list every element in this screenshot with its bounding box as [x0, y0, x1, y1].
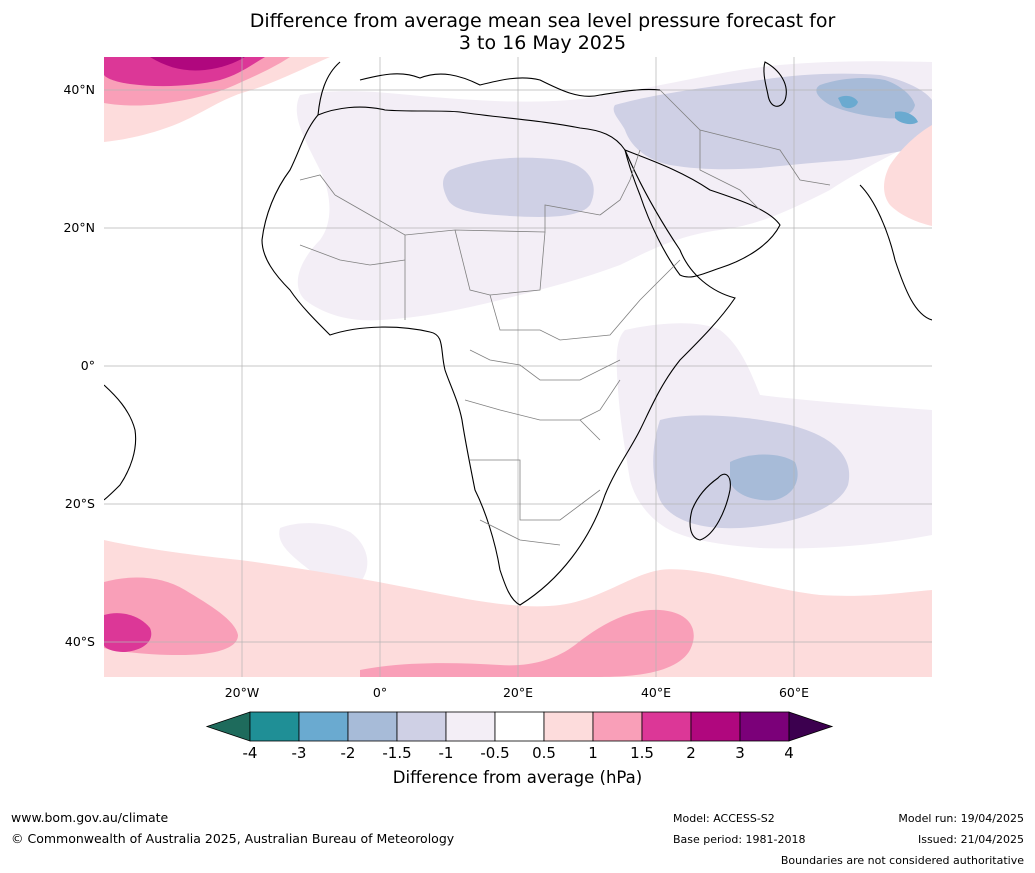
title-line-2: 3 to 16 May 2025: [458, 32, 627, 54]
europe-coastline: [317, 61, 661, 116]
arabia-coastline: [624, 149, 781, 278]
colorbar-tick-label: -1.5: [382, 744, 412, 762]
lon-label-40e: 40°E: [640, 685, 672, 700]
anomaly-south-atlantic-neg0p5: [279, 523, 368, 586]
anomaly-north-atlantic-2: [150, 57, 245, 71]
anomaly-iran-neg1p5: [816, 77, 915, 119]
map-title: Difference from average mean sea level p…: [0, 10, 1035, 54]
footer-model-run: Model run: 19/04/2025: [898, 812, 1024, 825]
anomaly-madagascar-neg1p5: [730, 454, 798, 501]
africa-coastline: [261, 106, 736, 606]
colorbar-swatch: [592, 711, 643, 742]
colorbar-extend-high: [788, 711, 834, 742]
country-borders: [299, 89, 831, 546]
colorbar-swatch: [249, 711, 300, 742]
anomaly-southern-ocean-1-east: [360, 609, 694, 677]
anomaly-sahara-neg1: [443, 157, 594, 217]
colorbar-tick-label: 3: [735, 744, 745, 762]
colorbar-tick-label: -1: [438, 744, 454, 762]
lat-label-20s: 20°S: [64, 496, 95, 511]
colorbar-tick-label: 0.5: [532, 744, 556, 762]
colorbar-tick-label: -4: [242, 744, 258, 762]
colorbar-tick-label: 1.5: [630, 744, 654, 762]
footer-model: Model: ACCESS-S2: [673, 812, 775, 825]
footer-issued: Issued: 21/04/2025: [917, 833, 1024, 846]
colorbar-extend-low: [205, 711, 251, 742]
lon-label-60e: 60°E: [778, 685, 810, 700]
footer-copyright: © Commonwealth of Australia 2025, Austra…: [11, 831, 455, 846]
graticule: [104, 57, 932, 677]
colorbar-swatch: [494, 711, 545, 742]
lat-label-20n: 20°N: [63, 220, 95, 235]
lon-label-0: 0°: [372, 685, 388, 700]
lat-label-40n: 40°N: [63, 82, 95, 97]
colorbar-tick-label: 2: [686, 744, 696, 762]
lon-label-20e: 20°E: [502, 685, 534, 700]
lon-label-20w: 20°W: [224, 685, 260, 700]
colorbar-swatch: [445, 711, 496, 742]
colorbar-tick-label: 4: [784, 744, 794, 762]
title-line-1: Difference from average mean sea level p…: [249, 10, 836, 32]
madagascar-coastline: [689, 473, 731, 541]
colorbar-swatch: [396, 711, 447, 742]
colorbar-tick-label: -2: [340, 744, 356, 762]
footer-url: www.bom.gov.au/climate: [11, 810, 169, 825]
lat-label-0: 0°: [80, 358, 95, 373]
colorbar-swatch: [690, 711, 741, 742]
footer-disclaimer: Boundaries are not considered authoritat…: [780, 854, 1024, 867]
colorbar-swatch: [543, 711, 594, 742]
anomaly-india-0p5: [884, 125, 932, 226]
colorbar-tick-label: 1: [588, 744, 598, 762]
caspian-coastline: [763, 61, 787, 107]
coastlines: [104, 61, 932, 606]
colorbar-tick-label: -0.5: [480, 744, 510, 762]
footer-base-period: Base period: 1981-2018: [673, 833, 806, 846]
colorbar-swatch: [347, 711, 398, 742]
south-america-coastline: [104, 384, 137, 501]
colorbar: [205, 711, 834, 742]
colorbar-swatch: [641, 711, 692, 742]
anomaly-iran-neg2: [838, 95, 918, 125]
colorbar-label: Difference from average (hPa): [392, 768, 643, 787]
colorbar-tick-label: -3: [291, 744, 307, 762]
india-coastline: [859, 184, 932, 321]
colorbar-swatch: [739, 711, 790, 742]
lat-label-40s: 40°S: [64, 634, 95, 649]
colorbar-swatch: [298, 711, 349, 742]
